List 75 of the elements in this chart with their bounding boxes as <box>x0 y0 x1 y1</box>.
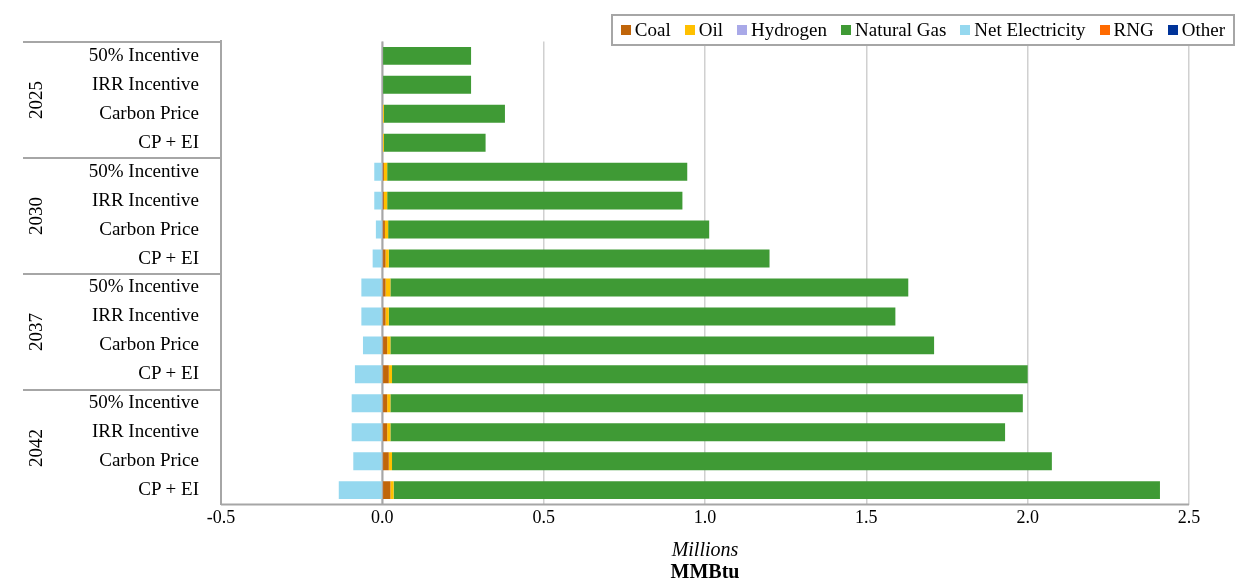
bar <box>351 394 382 413</box>
bar <box>361 278 382 297</box>
bar <box>374 162 382 181</box>
bar <box>375 220 382 239</box>
y-tick-label: 50% Incentive <box>88 43 199 65</box>
bar <box>390 336 935 355</box>
legend-label: Other <box>1181 19 1225 41</box>
y-tick-label: Carbon Price <box>99 449 199 471</box>
y-tick-label: CP + EI <box>138 246 199 268</box>
x-tick-label: 0.0 <box>371 507 394 528</box>
y-tick-label: IRR Incentive <box>91 304 199 326</box>
y-tick-label: Carbon Price <box>99 333 199 355</box>
bar <box>390 394 1023 413</box>
bar <box>390 423 1006 442</box>
bar <box>390 481 394 500</box>
legend-label: Oil <box>698 19 724 41</box>
y-tick-label: 50% Incentive <box>88 391 199 413</box>
bar <box>387 191 683 210</box>
bar <box>353 452 382 471</box>
bar <box>393 481 1160 500</box>
x-tick-label: 1.0 <box>693 507 717 528</box>
bar <box>383 394 388 413</box>
y-tick-label: IRR Incentive <box>91 420 199 442</box>
bar <box>388 452 393 471</box>
y-tick-label: CP + EI <box>138 130 199 152</box>
bar <box>383 452 389 471</box>
y-tick-label: CP + EI <box>138 478 199 500</box>
bar <box>383 191 388 210</box>
bar <box>388 365 393 384</box>
bar <box>390 278 909 297</box>
y-tick-label: Carbon Price <box>99 217 199 239</box>
bar <box>372 249 382 268</box>
bar <box>384 220 389 239</box>
bar <box>383 162 388 181</box>
bar <box>388 249 770 268</box>
legend-label: Coal <box>634 19 671 41</box>
bar <box>354 365 382 384</box>
x-axis-title: Millions MMBtu <box>669 538 741 582</box>
x-tick-label: 2.5 <box>1177 507 1201 528</box>
x-tick-label: 1.5 <box>855 507 878 528</box>
bar <box>383 104 505 123</box>
legend-label: Hydrogen <box>751 19 828 41</box>
x-tick-label: 2.0 <box>1016 507 1039 528</box>
bar <box>383 133 486 152</box>
bar <box>388 220 710 239</box>
x-tick-label: -0.5 <box>206 507 236 528</box>
bar <box>387 394 391 413</box>
bar <box>383 278 386 297</box>
bar <box>383 336 388 355</box>
x-tick-label: 0.5 <box>532 507 555 528</box>
bar <box>374 191 382 210</box>
bar <box>392 452 1052 471</box>
y-tick-label: IRR Incentive <box>91 72 199 94</box>
bar <box>383 46 472 65</box>
bar <box>392 365 1028 384</box>
bar <box>351 423 382 442</box>
bar <box>362 336 382 355</box>
y-tick-label: Carbon Price <box>99 101 199 123</box>
y-tick-label: CP + EI <box>138 362 199 384</box>
bar <box>361 307 382 326</box>
bar <box>338 481 382 500</box>
bar <box>383 423 388 442</box>
bar <box>383 75 472 94</box>
y-tick-label: IRR Incentive <box>91 188 199 210</box>
legend-label: RNG <box>1113 19 1154 41</box>
bar <box>387 162 688 181</box>
y-tick-label: 50% Incentive <box>88 275 199 297</box>
bar <box>388 307 896 326</box>
bar <box>383 481 391 500</box>
bar <box>387 423 391 442</box>
bar <box>387 336 391 355</box>
bar <box>383 365 389 384</box>
legend-label: Net Electricity <box>974 19 1086 41</box>
legend-label: Natural Gas <box>855 19 947 41</box>
y-tick-label: 50% Incentive <box>88 159 199 181</box>
